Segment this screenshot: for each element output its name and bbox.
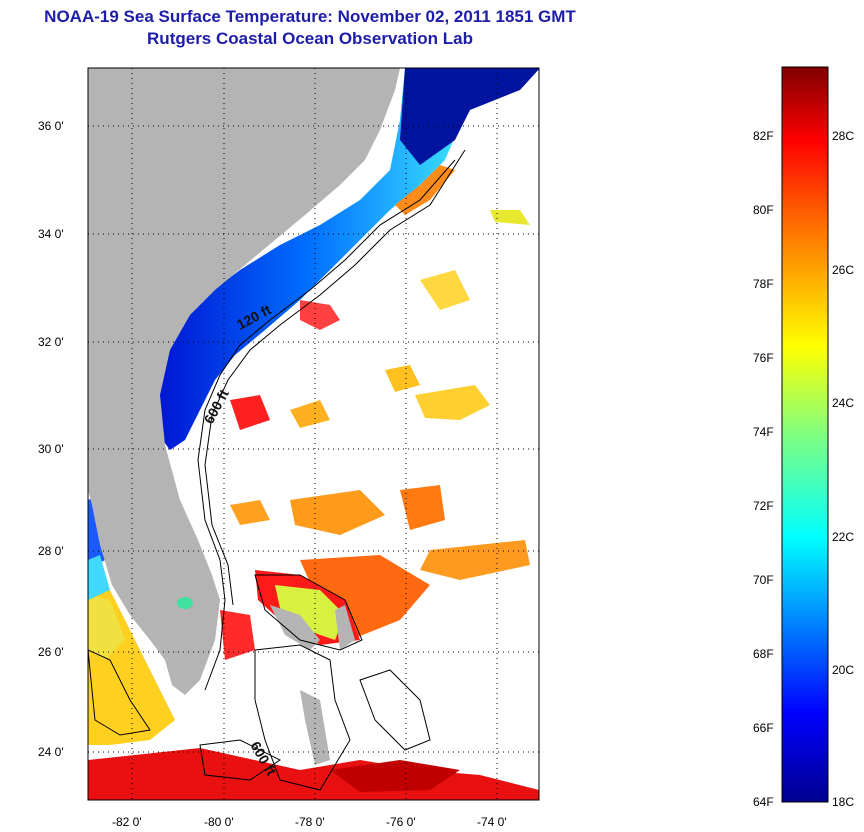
cb-f-label: 82F <box>753 129 774 143</box>
lat-tick-label: 32 0' <box>38 335 64 349</box>
cb-f-label: 76F <box>753 351 774 365</box>
lat-tick-label: 26 0' <box>38 645 64 659</box>
cb-c-label: 18C <box>832 795 854 809</box>
lat-tick-label: 24 0' <box>38 745 64 759</box>
title-line-2: Rutgers Coastal Ocean Observation Lab <box>147 29 473 48</box>
cb-f-label: 64F <box>753 795 774 809</box>
cb-c-label: 26C <box>832 263 854 277</box>
cb-f-label: 74F <box>753 425 774 439</box>
title-line-1: NOAA-19 Sea Surface Temperature: Novembe… <box>44 7 576 26</box>
cb-f-label: 80F <box>753 203 774 217</box>
map-border <box>87 67 540 801</box>
lon-tick-label: -78 0' <box>295 815 325 829</box>
graticule <box>88 68 539 800</box>
cb-c-label: 28C <box>832 129 854 143</box>
lon-tick-label: -82 0' <box>112 815 142 829</box>
sst-offshore-patches <box>220 210 530 660</box>
cb-f-label: 72F <box>753 499 774 513</box>
lake-okeechobee <box>177 597 193 609</box>
sst-gulf-yellow <box>88 595 125 660</box>
cb-f-label: 66F <box>753 721 774 735</box>
sst-southern-hot <box>330 760 460 792</box>
land-bahamas <box>270 605 355 765</box>
lon-tick-label: -76 0' <box>386 815 416 829</box>
lon-tick-label: -80 0' <box>204 815 234 829</box>
cb-c-label: 24C <box>832 396 854 410</box>
cb-f-label: 68F <box>753 647 774 661</box>
lon-tick-label: -74 0' <box>477 815 507 829</box>
lon-axis: -82 0' -80 0' -78 0' -76 0' -74 0' <box>112 815 507 829</box>
map-title: NOAA-19 Sea Surface Temperature: Novembe… <box>0 6 620 50</box>
sst-gulf-cyan <box>88 555 110 600</box>
lat-axis: 24 0' 26 0' 28 0' 30 0' 32 0' 34 0' 36 0… <box>38 119 64 759</box>
cb-f-label: 70F <box>753 573 774 587</box>
land-us-southeast <box>88 68 400 695</box>
colorbar-fahrenheit-labels: 82F 80F 78F 76F 74F 72F 70F 68F 66F 64F <box>753 129 774 809</box>
colorbar <box>781 66 829 803</box>
sst-north-cold <box>400 68 539 165</box>
lat-tick-label: 30 0' <box>38 442 64 456</box>
map-content <box>88 68 539 800</box>
sst-coastal-cold-band <box>150 68 470 450</box>
lat-tick-label: 36 0' <box>38 119 64 133</box>
bathymetry-contours <box>88 149 466 791</box>
cb-c-label: 22C <box>832 530 854 544</box>
cb-f-label: 78F <box>753 277 774 291</box>
lat-tick-label: 28 0' <box>38 544 64 558</box>
cb-c-label: 20C <box>832 663 854 677</box>
lat-tick-label: 34 0' <box>38 227 64 241</box>
colorbar-celsius-labels: 28C 26C 24C 22C 20C 18C <box>832 129 854 809</box>
